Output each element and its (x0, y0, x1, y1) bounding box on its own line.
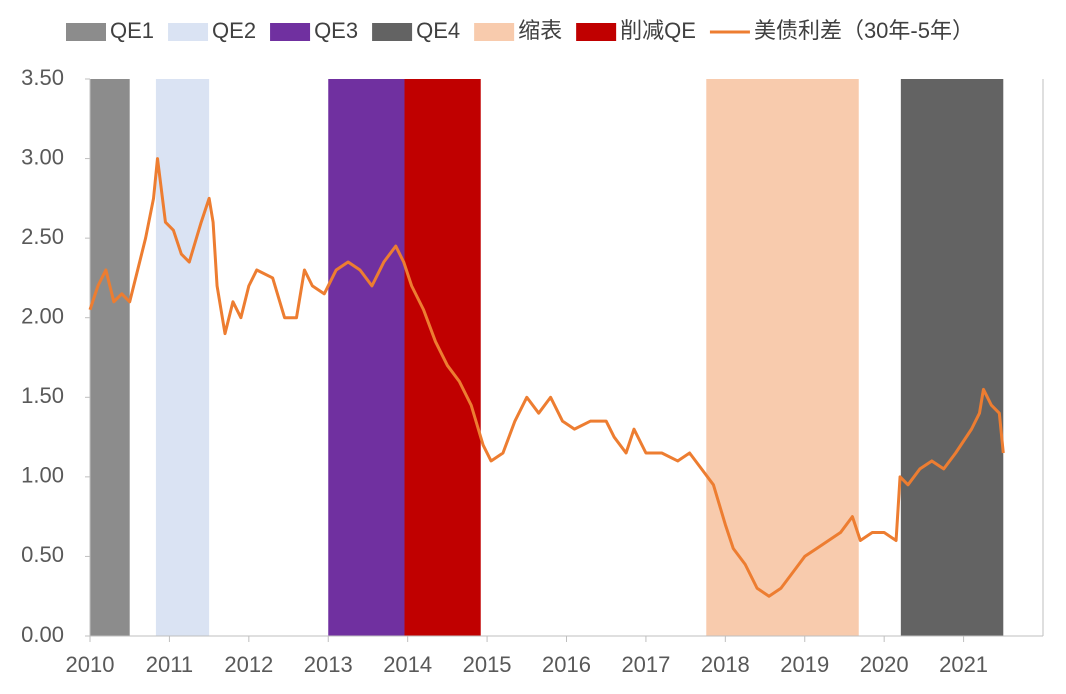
x-tick-label: 2018 (701, 652, 750, 677)
data-line (88, 157, 1005, 598)
x-tick-label: 2014 (383, 652, 432, 677)
legend-swatch (372, 23, 413, 41)
x-tick-label: 2012 (224, 652, 273, 677)
period-band (706, 79, 859, 636)
x-tick-label: 2015 (463, 652, 512, 677)
period-band (900, 79, 1004, 636)
legend-label: QE2 (212, 18, 256, 43)
legend-swatch (66, 23, 106, 41)
legend: QE1 QE2 QE3 QE4 缩表 削减QE 美债利差（30年-5年） (66, 18, 974, 43)
y-tick-label: 1.00 (21, 463, 64, 488)
x-tick-label: 2017 (621, 652, 670, 677)
y-tick-label: 0.00 (21, 622, 64, 647)
y-tick-label: 2.00 (21, 304, 64, 329)
x-tick-label: 2011 (146, 652, 193, 677)
x-tick-label: 2013 (304, 652, 353, 677)
legend-label: QE1 (110, 18, 154, 43)
legend-swatch (576, 23, 617, 41)
legend-label: QE4 (416, 18, 460, 43)
x-tick-label: 2021 (939, 652, 988, 677)
y-tick-label: 2.50 (21, 224, 64, 249)
period-band (328, 79, 405, 636)
legend-swatch (270, 23, 311, 41)
legend-label: 缩表 (518, 18, 562, 43)
x-tick-label: 2019 (780, 652, 829, 677)
x-tick-label: 2020 (860, 652, 909, 677)
legend-label: 美债利差（30年-5年） (754, 18, 974, 43)
legend-swatch (474, 23, 515, 41)
y-tick-label: 3.50 (21, 65, 64, 90)
x-tick-label: 2010 (66, 652, 115, 677)
legend-swatch (168, 23, 209, 41)
y-tick-label: 3.00 (21, 144, 64, 169)
period-band (155, 79, 210, 636)
legend-label: QE3 (314, 18, 358, 43)
y-tick-label: 1.50 (21, 383, 64, 408)
period-band (90, 79, 130, 636)
x-tick-label: 2016 (542, 652, 591, 677)
y-tick-label: 0.50 (21, 542, 64, 567)
legend-label: 削减QE (620, 18, 696, 43)
